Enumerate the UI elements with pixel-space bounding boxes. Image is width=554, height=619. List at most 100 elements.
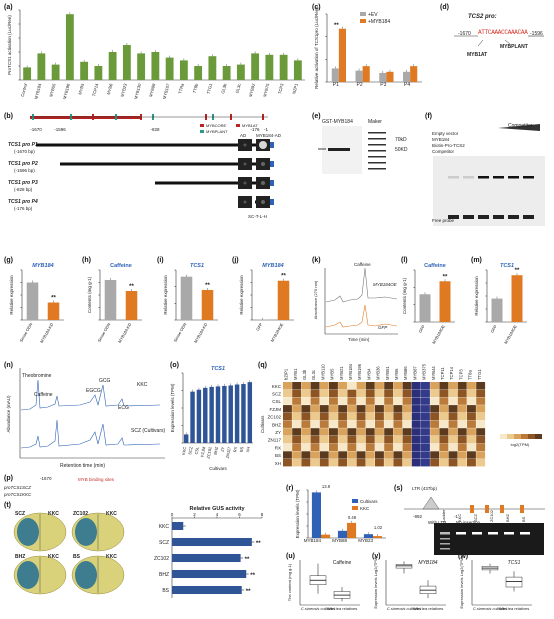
a-bar	[37, 53, 46, 80]
r-annotation: 1.02	[374, 525, 383, 530]
q-cell	[421, 420, 430, 428]
q-row-label: ZC102	[267, 415, 281, 420]
panel-label-e: (e)	[312, 113, 321, 120]
q-cell	[283, 405, 292, 413]
o-bar	[241, 384, 246, 443]
q-cell	[338, 405, 348, 413]
q-cell	[448, 443, 458, 451]
a-bar	[65, 14, 74, 81]
o-xtick-label: BS	[239, 446, 245, 452]
q-cell	[365, 412, 375, 421]
a-xtick-label: MYB6	[106, 82, 114, 95]
b-tick-label: -828	[150, 127, 160, 132]
e-lane2: Maker	[368, 119, 382, 125]
b-track	[30, 116, 140, 119]
q-cell	[430, 428, 440, 436]
q-cell	[439, 443, 449, 451]
q-cell	[402, 443, 412, 451]
a-xtick-label: MYB55	[48, 82, 57, 97]
q-cell	[338, 389, 348, 398]
s-with: With LTR	[428, 520, 447, 525]
c-xtick-label: P2	[357, 82, 363, 88]
q-cell	[347, 459, 357, 467]
q-col-label: MYB86	[403, 366, 408, 380]
q-cell	[375, 389, 384, 398]
l-xtick-label: MYB184OE	[431, 324, 446, 345]
f-free-band	[523, 215, 534, 219]
q-cell	[375, 382, 384, 390]
u-title: Caffeine	[333, 560, 352, 566]
t-xtick-label: 2	[193, 512, 196, 517]
v-title: MYB184	[418, 560, 437, 566]
t-ytick-label: KKC	[159, 524, 170, 530]
q-cell	[393, 443, 403, 451]
t-xtick-label: 8	[261, 512, 264, 517]
w-xtick-label: C.sinensis cultivars	[473, 606, 507, 611]
q-cell	[393, 451, 403, 459]
q-cell	[292, 397, 302, 405]
q-cell	[467, 435, 476, 444]
t-leaf-label-left: SCZ	[15, 511, 25, 517]
n-caf: Caffeine	[34, 392, 53, 398]
q-cell	[292, 420, 302, 428]
i-ylabel: Relative expression	[163, 275, 168, 315]
k-ylabel: Absorbance (270 nm)	[313, 280, 318, 319]
f-free-band	[493, 215, 504, 219]
f-shift-band	[478, 176, 489, 179]
q-cell	[365, 459, 375, 467]
q-col-label: MYB4	[366, 368, 371, 380]
panel-label-h: (h)	[82, 257, 91, 264]
q-cell	[439, 428, 449, 436]
e-lane1: GST-MYB184	[322, 119, 353, 125]
q-cell	[310, 397, 320, 405]
g-title: MYB184	[32, 263, 53, 269]
q-cell	[439, 382, 449, 390]
e-band-myb184	[328, 148, 350, 151]
l-bar	[419, 294, 431, 322]
f-row0: Empty vector	[432, 131, 459, 136]
o-bar	[196, 389, 202, 443]
q-cell	[375, 459, 384, 467]
q-cell	[283, 459, 292, 467]
b-size-label: (-1670 bp)	[14, 149, 35, 154]
q-cell	[421, 405, 430, 413]
e-ladder-band	[368, 168, 386, 170]
q-cell	[365, 405, 375, 413]
q-cell	[292, 382, 302, 390]
q-cell	[310, 459, 320, 467]
m-sig-mark: **	[515, 268, 520, 274]
b-legend-1: MYBCORE	[206, 123, 227, 128]
q-cell	[301, 397, 311, 405]
m-xtick-label: MYB184OE	[503, 324, 518, 345]
j-title: MYB184	[262, 263, 283, 269]
i-xtick-label: MYB184-KD	[193, 322, 209, 344]
b-size-label: (-1596 bp)	[14, 168, 35, 173]
f-shift-band	[523, 176, 534, 179]
s-ladder-band	[440, 548, 450, 550]
q-cell	[411, 435, 421, 444]
q-row-label: ZY	[275, 430, 281, 435]
q-col-label: TTG1	[477, 369, 482, 380]
q-scale-swatch	[514, 434, 521, 439]
q-cell	[467, 428, 476, 436]
q-cell	[402, 459, 412, 467]
a-xtick-label: MYB184	[33, 82, 42, 99]
q-cell	[476, 443, 486, 451]
panel-label-r: (r)	[286, 485, 294, 492]
q-cell	[384, 451, 394, 459]
t-xtick-label: 4	[216, 512, 219, 517]
h-bar	[104, 280, 117, 320]
r-ylabel: Expression levels (TPM)	[295, 489, 300, 538]
o-xtick-label: RX	[232, 446, 238, 453]
q-cell	[393, 412, 403, 421]
h-bar	[125, 291, 138, 320]
t-bar	[172, 570, 247, 578]
o-ylabel: Expression levels (TPM)	[170, 383, 175, 432]
d-motif1: MYB1AT	[467, 52, 488, 58]
panel-label-v: (v)	[372, 553, 381, 560]
t-bar	[172, 554, 241, 562]
s-gel	[434, 523, 544, 555]
q-cell	[365, 435, 375, 444]
t-leaf-label-left: BS	[73, 554, 81, 560]
b-size-label: (-176 bp)	[14, 206, 33, 211]
